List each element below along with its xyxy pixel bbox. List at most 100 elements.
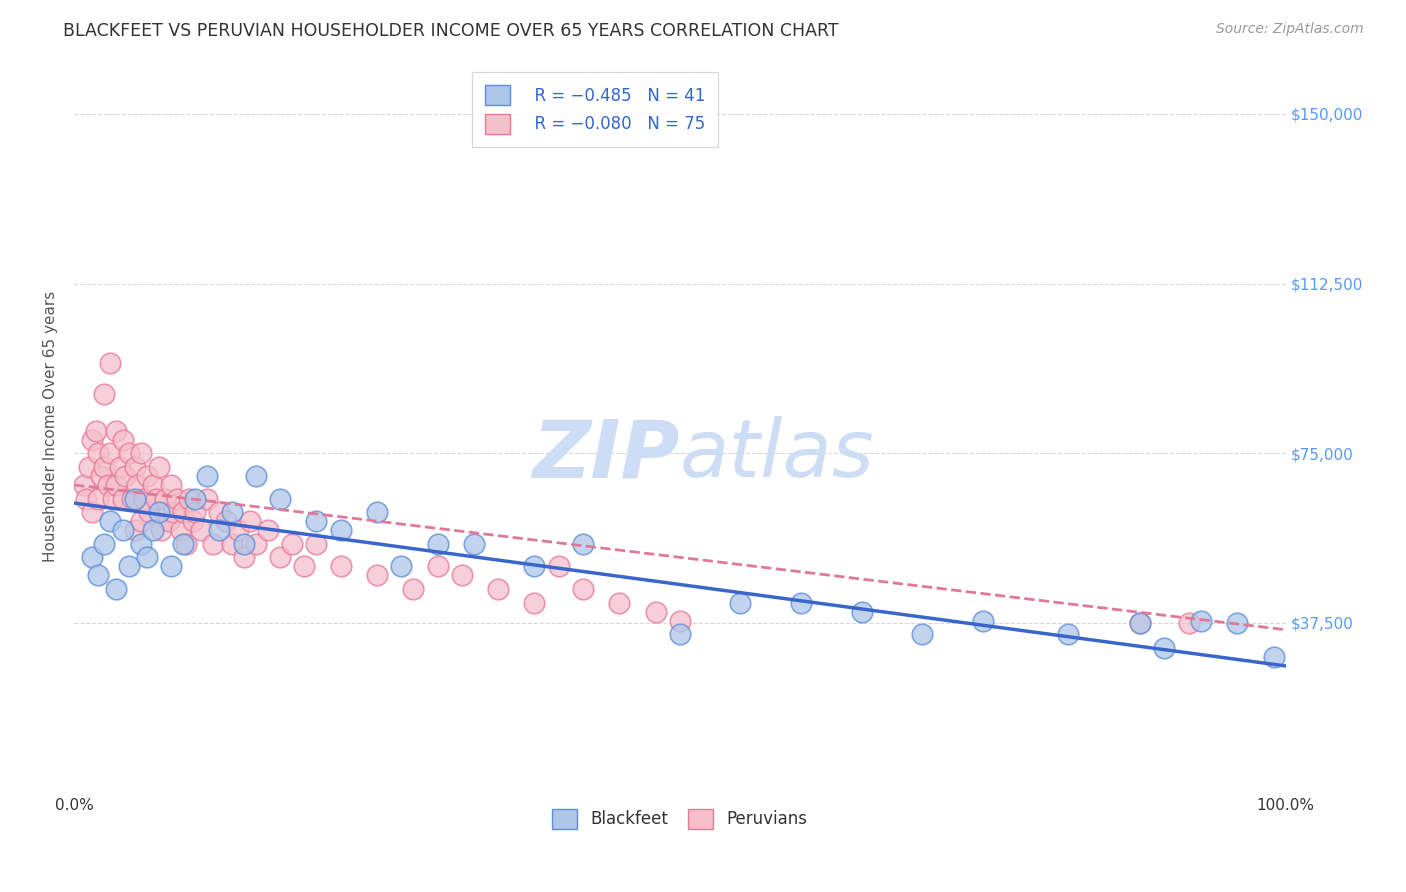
Point (523, 559, 546, 574)
Point (138, 505, 160, 519)
Point (121, 491, 143, 506)
Point (221, 537, 243, 551)
Point (366, 505, 388, 519)
Point (226, 523, 249, 537)
Point (135, 469, 157, 483)
Point (145, 491, 167, 506)
Point (730, 596, 752, 610)
Point (269, 491, 291, 506)
Point (1177, 615, 1199, 630)
Point (644, 605, 666, 619)
Point (87, 491, 110, 506)
Point (1129, 615, 1152, 630)
Point (239, 514, 262, 528)
Point (129, 514, 152, 528)
Point (82, 550, 104, 565)
Point (134, 491, 156, 506)
Point (82, 433, 104, 447)
Point (1189, 614, 1212, 628)
Point (463, 537, 485, 551)
Point (790, 596, 813, 610)
Point (87, 446, 110, 460)
Point (245, 469, 267, 483)
Point (305, 537, 328, 551)
Point (329, 559, 352, 574)
Point (105, 424, 128, 438)
Point (547, 559, 569, 574)
Point (157, 514, 180, 528)
Point (486, 582, 509, 596)
Point (366, 568, 388, 582)
Point (148, 505, 170, 519)
Point (184, 491, 207, 506)
Point (221, 505, 243, 519)
Point (426, 559, 449, 574)
Point (101, 491, 124, 506)
Point (184, 505, 207, 519)
Point (162, 505, 184, 519)
Point (1263, 649, 1285, 664)
Point (100, 446, 122, 460)
Point (111, 433, 134, 447)
Point (117, 446, 139, 460)
Legend: Blackfeet, Peruvians: Blackfeet, Peruvians (546, 802, 814, 836)
Point (1129, 615, 1152, 630)
Point (84, 424, 107, 438)
Point (523, 596, 546, 610)
Point (150, 523, 173, 537)
Point (117, 559, 139, 574)
Point (208, 505, 231, 519)
Point (135, 550, 157, 565)
Point (195, 469, 218, 483)
Point (1226, 615, 1249, 630)
Point (160, 478, 183, 492)
Point (142, 523, 165, 537)
Point (208, 523, 231, 537)
Point (108, 459, 131, 474)
Y-axis label: Householder Income Over 65 years: Householder Income Over 65 years (44, 291, 58, 562)
Point (129, 537, 152, 551)
Point (281, 537, 304, 551)
Point (105, 582, 128, 596)
Point (153, 491, 176, 506)
Text: ZIP: ZIP (533, 417, 681, 494)
Point (75, 491, 97, 506)
Point (148, 459, 170, 474)
Point (114, 469, 136, 483)
Point (1056, 627, 1078, 641)
Point (166, 491, 188, 506)
Point (142, 478, 165, 492)
Point (911, 627, 934, 641)
Point (174, 537, 197, 551)
Point (202, 537, 225, 551)
Point (214, 514, 236, 528)
Point (124, 491, 146, 506)
Point (450, 568, 472, 582)
Point (245, 537, 267, 551)
Point (100, 514, 122, 528)
Point (105, 478, 128, 492)
Text: Source: ZipAtlas.com: Source: ZipAtlas.com (1216, 22, 1364, 37)
Point (292, 559, 315, 574)
Point (572, 582, 595, 596)
Point (172, 505, 194, 519)
Point (669, 627, 692, 641)
Point (190, 523, 212, 537)
Text: BLACKFEET VS PERUVIAN HOUSEHOLDER INCOME OVER 65 YEARS CORRELATION CHART: BLACKFEET VS PERUVIAN HOUSEHOLDER INCOME… (63, 22, 839, 40)
Point (93, 387, 115, 401)
Point (232, 537, 254, 551)
Point (402, 582, 425, 596)
Point (195, 491, 218, 506)
Point (73, 478, 96, 492)
Point (669, 614, 692, 628)
Point (181, 514, 204, 528)
Point (97, 478, 120, 492)
Point (172, 537, 194, 551)
Point (160, 559, 183, 574)
Point (232, 550, 254, 565)
Point (329, 523, 352, 537)
Point (93, 537, 115, 551)
Point (129, 446, 152, 460)
Point (269, 550, 291, 565)
Point (77, 459, 100, 474)
